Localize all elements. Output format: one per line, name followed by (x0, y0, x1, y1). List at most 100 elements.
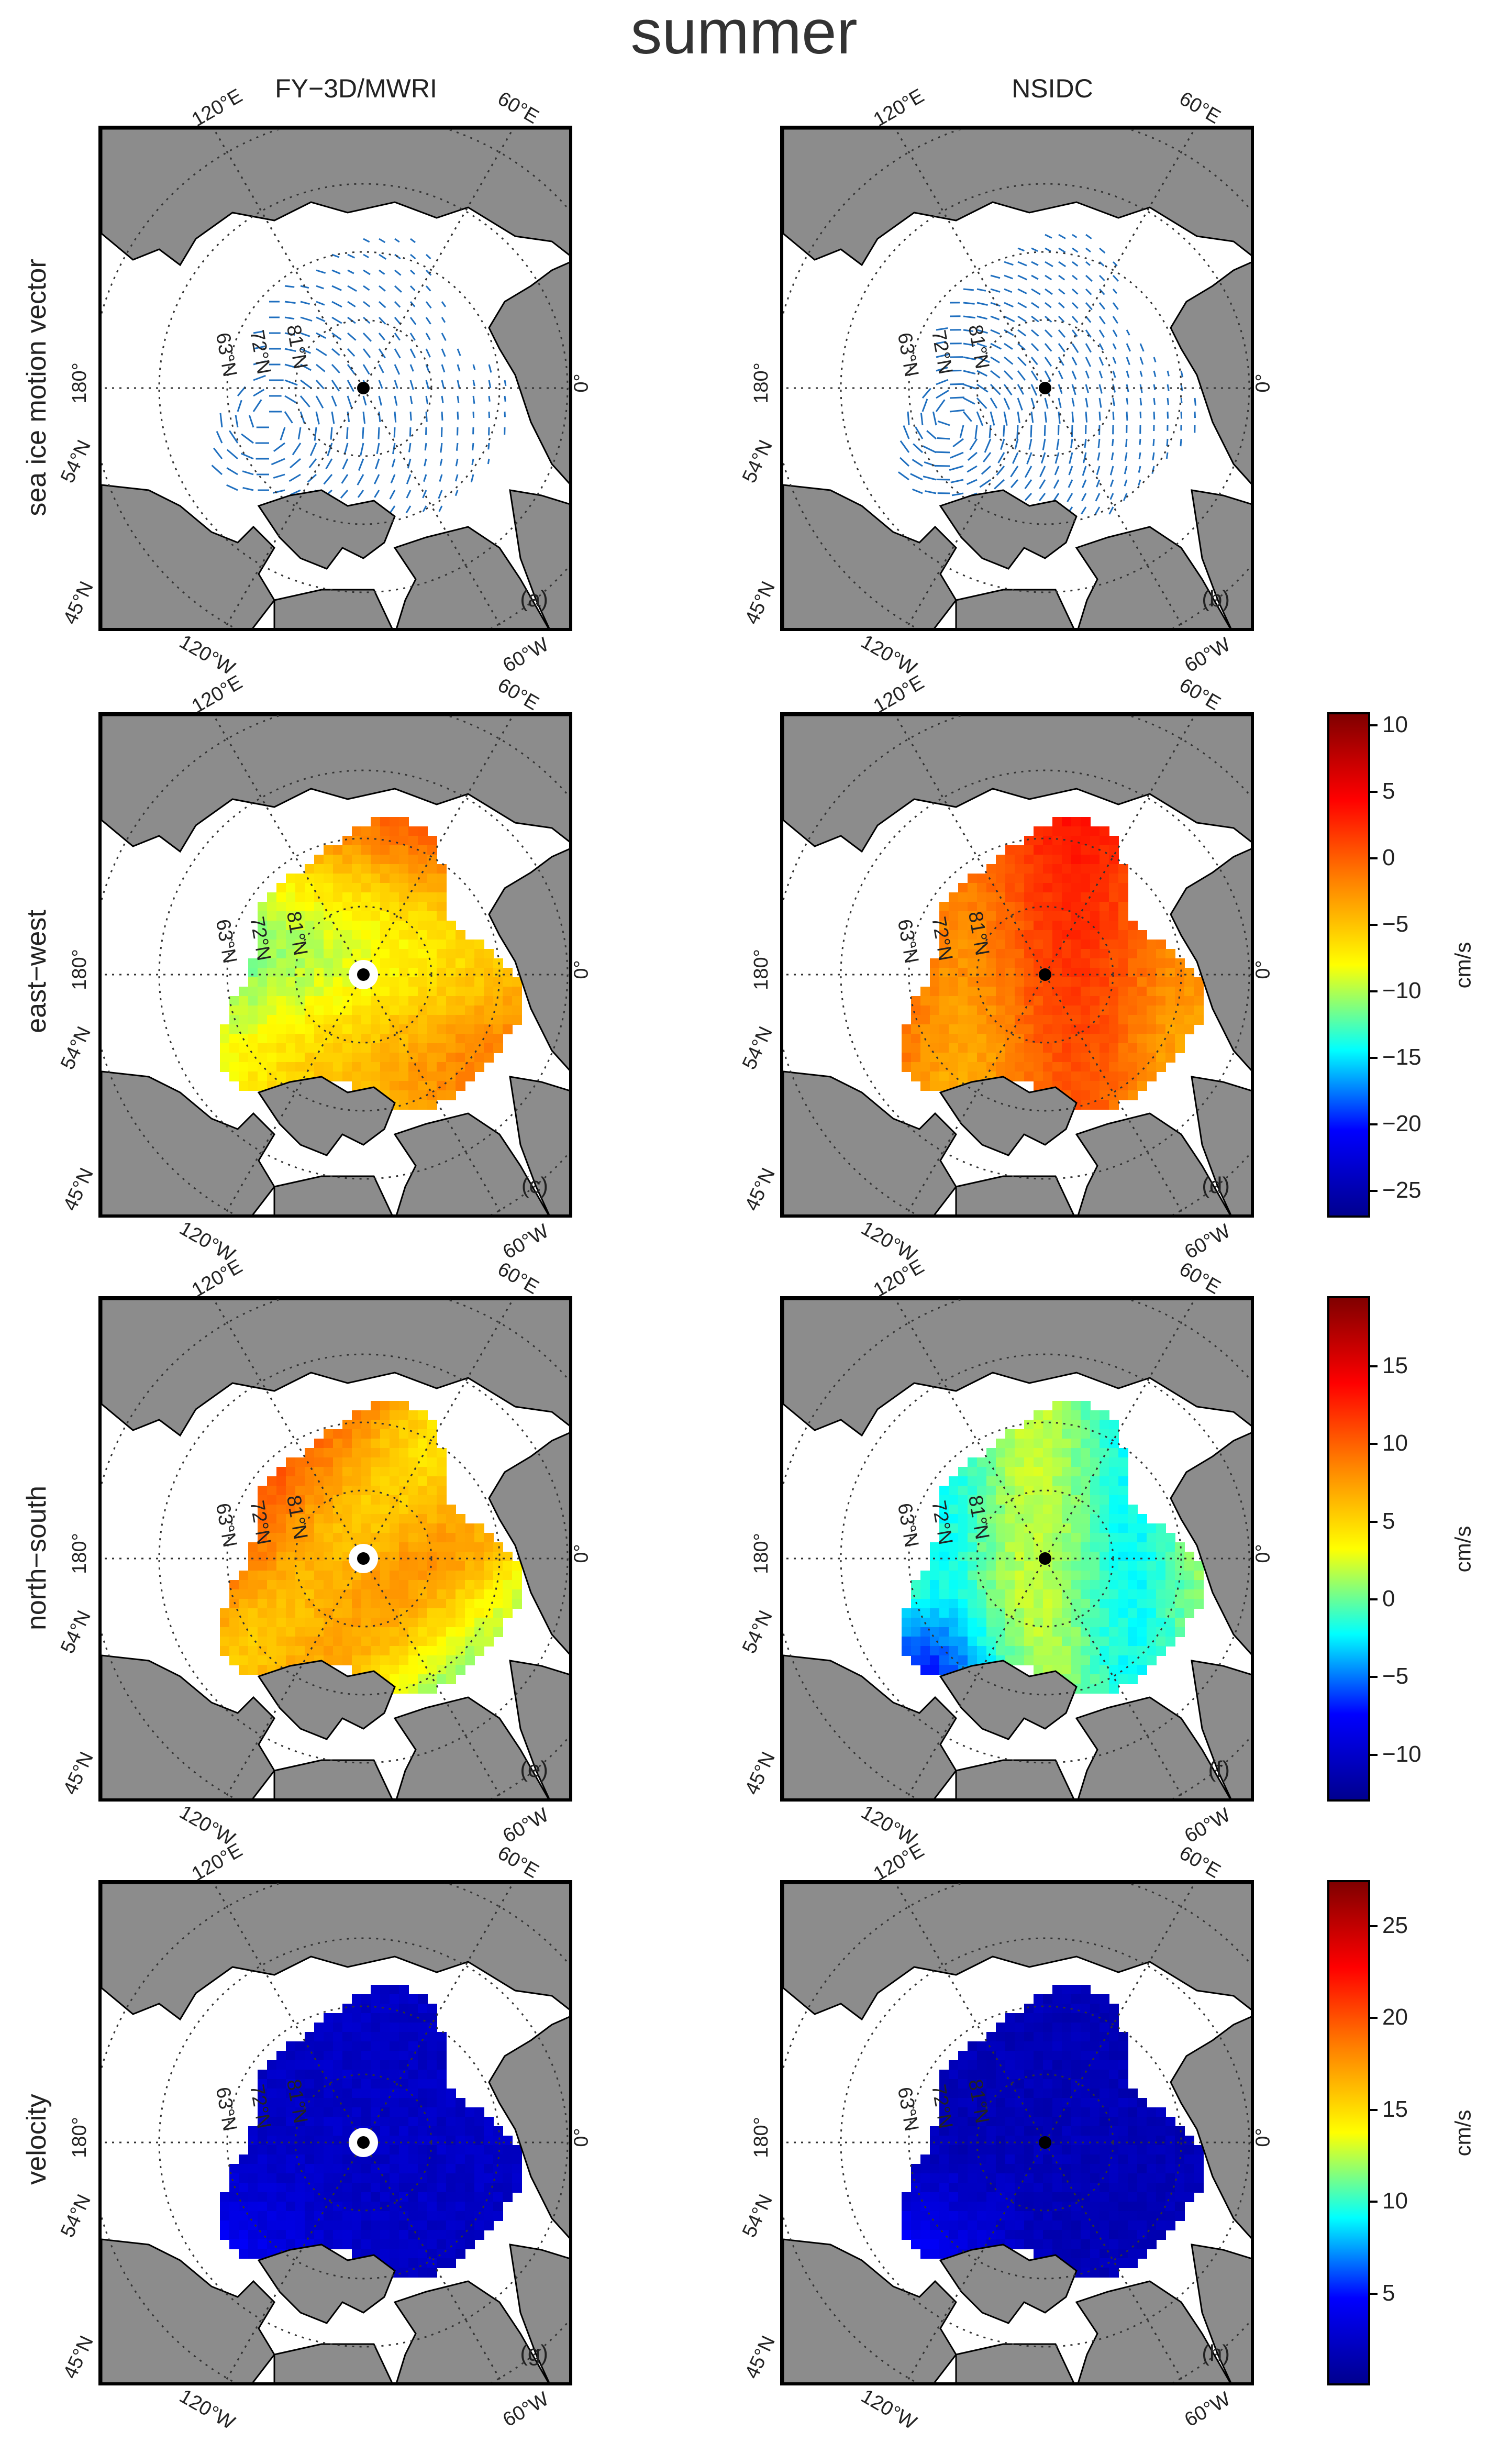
colorbar-tick-mark (1370, 990, 1378, 993)
panel-label: (a) (520, 586, 548, 612)
map-panel-b: (b) 63°N 72°N 81°N (780, 126, 1254, 631)
lat-tick-45: 45°N (741, 2332, 780, 2382)
colorbar-tick-mark (1370, 1057, 1378, 1059)
lat-tick-54: 54°N (57, 2191, 95, 2241)
colorbar-tick-mark (1370, 1925, 1378, 1927)
colorbar-tick-mark (1370, 791, 1378, 793)
land-mass (783, 129, 1251, 628)
map-panel-e: (e) 63°N 72°N 81°N (98, 1296, 572, 1802)
row-label-east-west: east−west (21, 910, 52, 1033)
lon-tick-60w: 60°W (1181, 2388, 1235, 2432)
lat-tick-54: 54°N (57, 436, 95, 487)
lat-tick-54: 54°N (738, 2191, 777, 2241)
north-pole-marker (357, 382, 370, 394)
lon-tick-60w: 60°W (1181, 633, 1235, 677)
colorbar-tick-mark (1370, 1676, 1378, 1678)
panel-label: (b) (1202, 586, 1230, 612)
lon-tick-60e: 60°E (1175, 1258, 1225, 1299)
lon-tick-180: 180° (68, 1533, 91, 1574)
colorbar-tick-mark (1370, 1520, 1378, 1523)
colorbar-tick-label: 5 (1382, 778, 1395, 804)
map-panel-g: (g) 63°N 72°N 81°N (98, 1880, 572, 2385)
lon-tick-60e: 60°E (494, 1842, 543, 1883)
lon-tick-60w: 60°W (499, 2388, 553, 2432)
map-panel-a: (a) 63°N 72°N 81°N (98, 126, 572, 631)
north-pole-marker (357, 2136, 370, 2149)
lat-tick-45: 45°N (59, 1748, 98, 1798)
row-label-north-south: north−south (21, 1485, 52, 1631)
sea-ice-field (902, 1985, 1204, 2278)
motion-vectors (898, 234, 1196, 516)
lon-tick-120w: 120°W (175, 2385, 239, 2434)
column-title-nsidc: NSIDC (1012, 74, 1093, 103)
lon-tick-120e: 120°E (870, 671, 928, 718)
colorbar-tick-mark (1370, 857, 1378, 860)
land-mass (102, 1883, 569, 2382)
sea-ice-field (220, 1401, 522, 1694)
colorbar-tick-mark (1370, 2292, 1378, 2295)
colorbar-tick-label: 10 (1382, 712, 1408, 738)
sea-ice-field (902, 817, 1204, 1110)
land-mass (102, 129, 569, 628)
polar-map (783, 129, 1251, 628)
colorbar-tick-label: 5 (1382, 2280, 1395, 2306)
lon-tick-60w: 60°W (499, 1220, 553, 1264)
polar-map (783, 1299, 1251, 1798)
lon-tick-60e: 60°E (1175, 674, 1225, 715)
polar-map (102, 129, 569, 628)
colorbar-tick-mark (1370, 1190, 1378, 1192)
panel-label: (f) (1208, 1756, 1230, 1782)
graticule (102, 129, 569, 628)
colorbar-tick-label: 25 (1382, 1912, 1408, 1938)
lon-tick-180: 180° (68, 949, 91, 990)
lon-tick-60w: 60°W (499, 1804, 553, 1848)
lon-tick-60w: 60°W (499, 633, 553, 677)
lon-tick-180: 180° (750, 949, 772, 990)
lon-tick-60e: 60°E (494, 1258, 543, 1299)
lat-tick-45: 45°N (59, 1164, 98, 1214)
graticule (783, 715, 1251, 1214)
figure-title: summer (630, 0, 858, 67)
colorbar (1327, 1296, 1370, 1802)
colorbar-tick-label: 5 (1382, 1508, 1395, 1534)
row-label-velocity: velocity (21, 2094, 52, 2185)
graticule (783, 1299, 1251, 1798)
colorbar-tick-mark (1370, 2108, 1378, 2111)
north-pole-marker (357, 968, 370, 981)
lon-tick-0: 0° (570, 960, 593, 979)
lon-tick-120w: 120°W (857, 2385, 920, 2434)
colorbar-tick-label: −10 (1382, 1741, 1422, 1767)
lon-tick-180: 180° (750, 2117, 772, 2158)
lon-tick-0: 0° (570, 2128, 593, 2147)
colorbar-tick-mark (1370, 2017, 1378, 2019)
colorbar-tick-label: −5 (1382, 911, 1409, 937)
lon-tick-60e: 60°E (494, 674, 543, 715)
map-panel-f: (f) 63°N 72°N 81°N (780, 1296, 1254, 1802)
lat-tick-54: 54°N (57, 1607, 95, 1657)
colorbar-tick-label: 20 (1382, 2004, 1408, 2030)
lon-tick-0: 0° (1252, 1544, 1274, 1563)
colorbar-tick-label: −20 (1382, 1111, 1422, 1137)
lat-tick-54: 54°N (738, 1023, 777, 1073)
colorbar-tick-mark (1370, 1365, 1378, 1367)
graticule (783, 129, 1251, 628)
colorbar-tick-label: −10 (1382, 978, 1422, 1004)
lon-tick-120e: 120°E (188, 1839, 247, 1886)
panel-label: (h) (1202, 2340, 1230, 2366)
lat-tick-45: 45°N (741, 578, 780, 628)
colorbar (1327, 712, 1370, 1218)
panel-label: (g) (520, 2340, 548, 2366)
north-pole-marker (1039, 382, 1051, 394)
lon-tick-120w: 120°W (857, 631, 920, 680)
colorbar-tick-label: 15 (1382, 1352, 1408, 1378)
sea-ice-field (220, 1985, 522, 2278)
colorbar-tick-mark (1370, 724, 1378, 727)
colorbar-tick-mark (1370, 1598, 1378, 1600)
graticule (102, 1299, 569, 1798)
lon-tick-180: 180° (68, 362, 91, 404)
lon-tick-0: 0° (1252, 373, 1274, 393)
colorbar-unit: cm/s (1450, 942, 1475, 988)
graticule (102, 1883, 569, 2382)
colorbar-tick-label: −5 (1382, 1663, 1409, 1689)
panel-label: (c) (521, 1173, 548, 1198)
